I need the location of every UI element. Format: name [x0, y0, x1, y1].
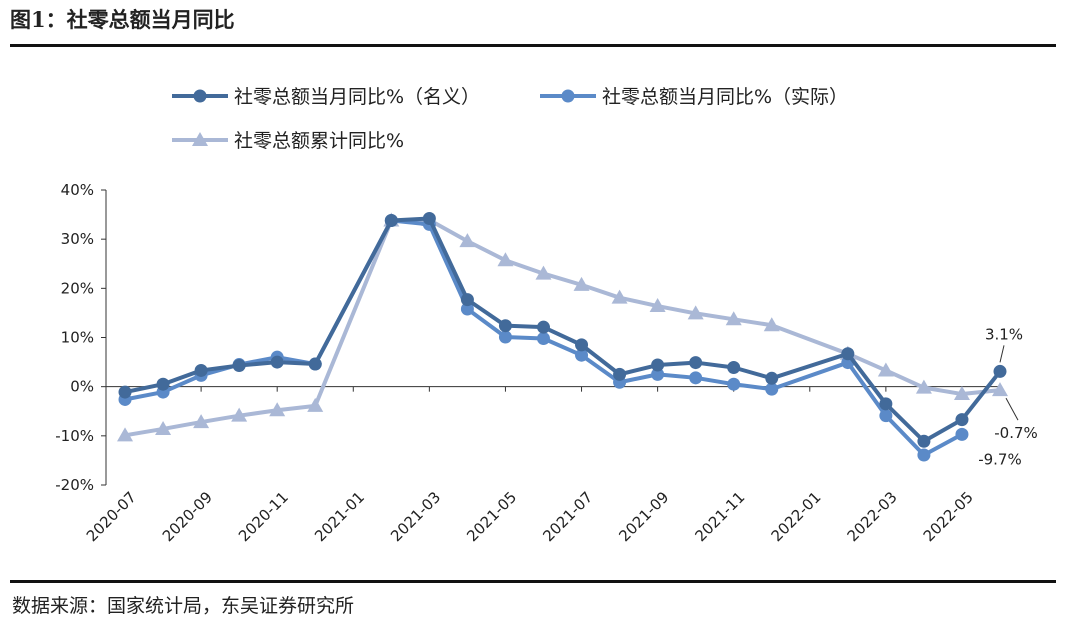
source-note: 数据来源：国家统计局，东吴证券研究所	[12, 595, 355, 617]
circle-marker	[917, 434, 931, 448]
triangle-marker	[915, 379, 932, 394]
triangle-marker	[307, 397, 324, 412]
legend-label: 社零总额当月同比%（实际）	[602, 86, 848, 108]
triangle-marker	[573, 276, 590, 291]
x-tick-label: 2022-01	[768, 488, 825, 545]
circle-marker	[460, 293, 474, 307]
top-rule	[10, 44, 1056, 47]
circle-marker	[727, 377, 741, 391]
circle-marker	[194, 363, 208, 377]
triangle-marker	[611, 289, 628, 304]
circle-marker	[232, 359, 246, 373]
series-cumulative	[117, 211, 1008, 442]
triangle-marker	[649, 298, 666, 313]
circle-marker	[993, 364, 1007, 378]
circle-marker	[651, 367, 665, 381]
y-tick-label: 10%	[61, 329, 94, 347]
x-tick-label: 2022-03	[844, 488, 901, 545]
triangle-marker	[497, 252, 514, 267]
x-tick-label: 2021-09	[615, 488, 672, 545]
y-tick-label: -20%	[55, 476, 94, 494]
legend: 社零总额当月同比%（名义） 社零总额当月同比%（实际） 社零总额累计同比%	[172, 86, 848, 152]
y-tick-label: 40%	[61, 181, 94, 199]
circle-marker	[765, 371, 779, 385]
series-layer	[117, 211, 1008, 462]
legend-item: 社零总额累计同比%	[172, 130, 404, 152]
legend-triangle-marker	[192, 132, 208, 146]
legend-item: 社零总额当月同比%（名义）	[172, 86, 480, 108]
annotation-leader	[1005, 397, 1019, 421]
x-tick-label: 2021-03	[387, 488, 444, 545]
data-label: 3.1%	[985, 325, 1023, 343]
annotation-leader	[999, 345, 1005, 363]
circle-marker	[575, 338, 589, 352]
triangle-marker	[193, 414, 210, 429]
x-tick-label: 2021-11	[691, 488, 748, 545]
circle-marker	[308, 357, 322, 371]
triangle-marker	[992, 382, 1008, 397]
circle-marker	[384, 213, 398, 227]
series-line	[124, 217, 1001, 438]
circle-marker	[651, 358, 665, 372]
legend-label: 社零总额当月同比%（名义）	[234, 86, 480, 108]
x-tick-label: 2021-05	[463, 488, 520, 545]
x-tick-label: 2021-01	[311, 488, 368, 545]
circle-marker	[879, 397, 893, 411]
circle-marker	[879, 409, 893, 423]
circle-marker	[765, 382, 779, 396]
y-tick-label: -10%	[55, 427, 94, 445]
circle-marker	[689, 356, 703, 370]
circle-marker	[575, 348, 589, 362]
legend-circle-marker	[561, 89, 575, 103]
circle-marker	[955, 427, 969, 441]
x-tick-label: 2020-09	[159, 488, 216, 545]
circle-marker	[727, 360, 741, 374]
y-tick-label: 0%	[70, 378, 94, 396]
series-line	[124, 216, 1002, 444]
triangle-marker	[725, 311, 742, 326]
legend-circle-marker	[193, 89, 207, 103]
triangle-marker	[269, 402, 286, 417]
circle-marker	[536, 320, 550, 334]
triangle-marker	[687, 305, 704, 320]
circle-marker	[270, 355, 284, 369]
figure-title: 图1：社零总额当月同比	[10, 7, 235, 32]
triangle-marker	[763, 317, 780, 332]
y-tick-label: 30%	[61, 230, 94, 248]
circle-marker	[498, 319, 512, 333]
data-label: -9.7%	[978, 450, 1022, 468]
legend-label: 社零总额累计同比%	[234, 130, 404, 152]
triangle-marker	[231, 407, 248, 422]
x-tick-label: 2020-07	[83, 488, 140, 545]
x-tick-label: 2020-11	[235, 488, 292, 545]
triangle-marker	[155, 420, 172, 435]
series-nominal	[118, 212, 1007, 448]
triangle-marker	[459, 233, 476, 248]
x-tick-label: 2021-07	[539, 488, 596, 545]
axes: -20% -10% 0% 10% 20% 30% 40% 2020-07 2020-09 2020…	[55, 181, 1000, 545]
bottom-rule	[10, 580, 1056, 583]
legend-item: 社零总额当月同比%（实际）	[540, 86, 848, 108]
data-label: -0.7%	[994, 424, 1038, 442]
circle-marker	[118, 385, 132, 399]
triangle-marker	[877, 362, 894, 377]
circle-marker	[689, 371, 703, 385]
y-tick-label: 20%	[61, 279, 94, 297]
x-tick-label: 2022-05	[920, 488, 977, 545]
circle-marker	[536, 331, 550, 345]
circle-marker	[841, 347, 855, 361]
circle-marker	[422, 212, 436, 226]
series-real	[118, 213, 969, 462]
circle-marker	[498, 330, 512, 344]
circle-marker	[955, 413, 969, 427]
annotations: 3.1% -0.7% -9.7%	[978, 325, 1038, 468]
triangle-marker	[535, 265, 552, 280]
circle-marker	[156, 377, 170, 391]
triangle-marker	[117, 427, 134, 442]
circle-marker	[613, 367, 627, 381]
circle-marker	[917, 448, 931, 462]
triangle-marker	[953, 386, 970, 401]
circle-marker	[460, 302, 474, 316]
